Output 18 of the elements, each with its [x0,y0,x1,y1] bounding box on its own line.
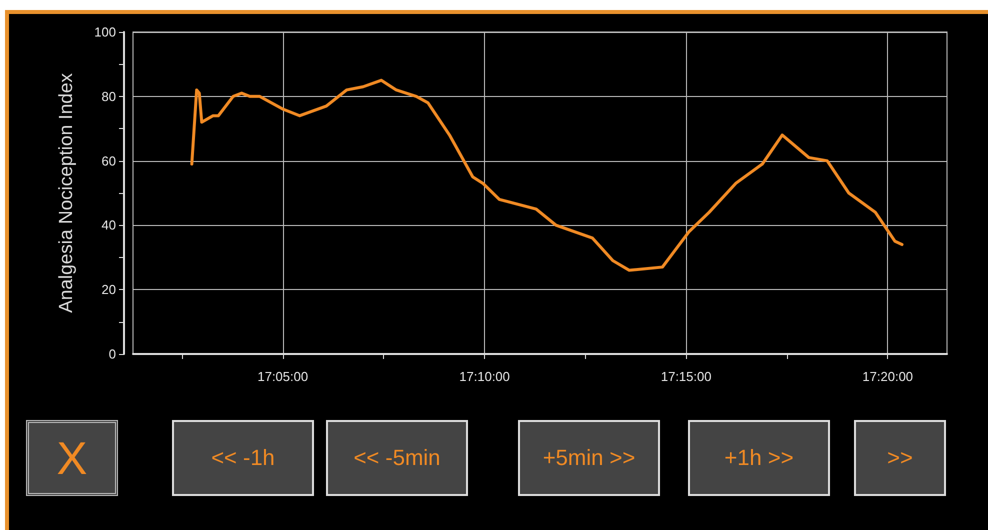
y-tick-label: 0 [108,346,116,362]
text: +1h >> [688,420,830,496]
text: X [26,420,118,496]
line-series [190,78,904,272]
x-tick-label: 17:05:00 [257,369,308,384]
y-axis-title: Analgesia Nociception Index [56,72,77,313]
text: << -5min [326,420,468,496]
text: << -1h [172,420,314,496]
y-tick-label: 80 [102,88,116,104]
y-tick-label: 20 [102,282,116,298]
y-tick-label: 100 [94,24,116,40]
text: >> [854,420,946,496]
y-tick-label: 40 [102,218,116,233]
x-tick-label: 17:10:00 [459,369,510,384]
x-tick-label: 17:15:00 [660,369,712,384]
text: +5min >> [518,420,660,496]
x-tick-label: 17:20:00 [862,369,914,384]
y-tick-label: 60 [102,153,116,168]
